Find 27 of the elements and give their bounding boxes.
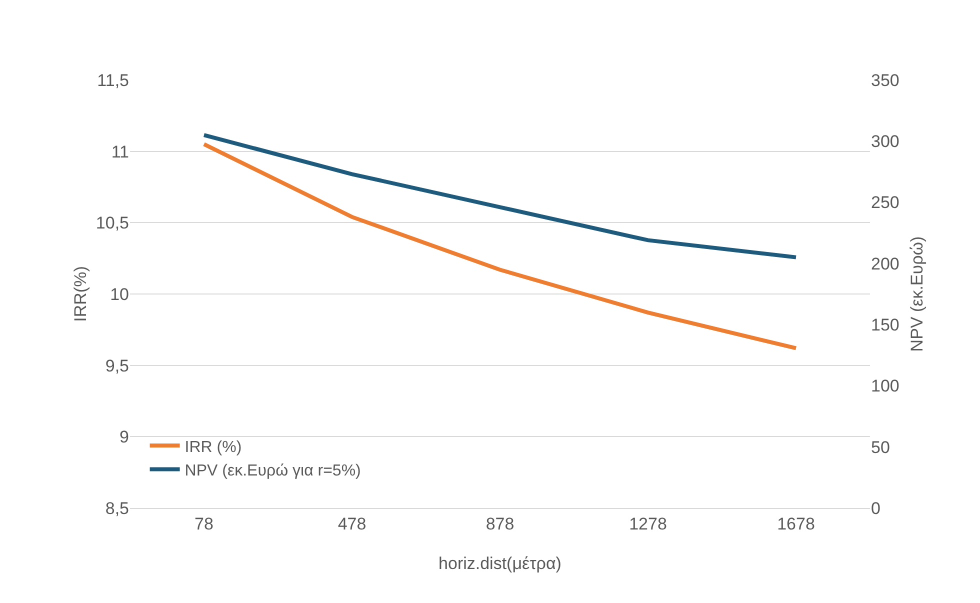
line-series	[202, 142, 798, 350]
y-tick-label: 11	[111, 142, 129, 162]
y-tick-label: 10,5	[96, 214, 129, 233]
y2-tick-label: 200	[871, 254, 900, 274]
x-tick-label: 478	[338, 514, 366, 534]
y2-tick-label: 300	[871, 132, 900, 152]
y-tick-label: 9,5	[105, 356, 129, 376]
x-tick-label: 878	[486, 514, 514, 534]
x-tick-label: 78	[194, 514, 214, 534]
y2-tick-label: 350	[871, 70, 900, 90]
legend-label: IRR (%)	[184, 438, 242, 456]
x-axis-title: horiz.dist(μέτρα)	[438, 554, 562, 573]
y2-tick-label: 150	[871, 316, 900, 335]
y-tick-label: 9	[120, 428, 129, 447]
x-tick-label: 1678	[777, 514, 815, 534]
x-tick-label: 1278	[629, 514, 667, 534]
y2-tick-label: 50	[871, 438, 890, 457]
y-axis-title: IRR(%)	[71, 266, 90, 322]
legend-label: NPV (εκ.Ευρώ για r=5%)	[184, 462, 361, 480]
y2-tick-label: 250	[871, 193, 900, 212]
line-series	[202, 133, 798, 260]
y-tick-label: 8,5	[105, 498, 129, 518]
y2-tick-label: 100	[871, 376, 900, 396]
y2-tick-label: 0	[871, 498, 880, 518]
y2-axis-title: NPV (εκ.Ευρώ)	[908, 236, 926, 352]
y-tick-label: 11,5	[97, 70, 129, 90]
y-tick-label: 10	[110, 284, 129, 304]
